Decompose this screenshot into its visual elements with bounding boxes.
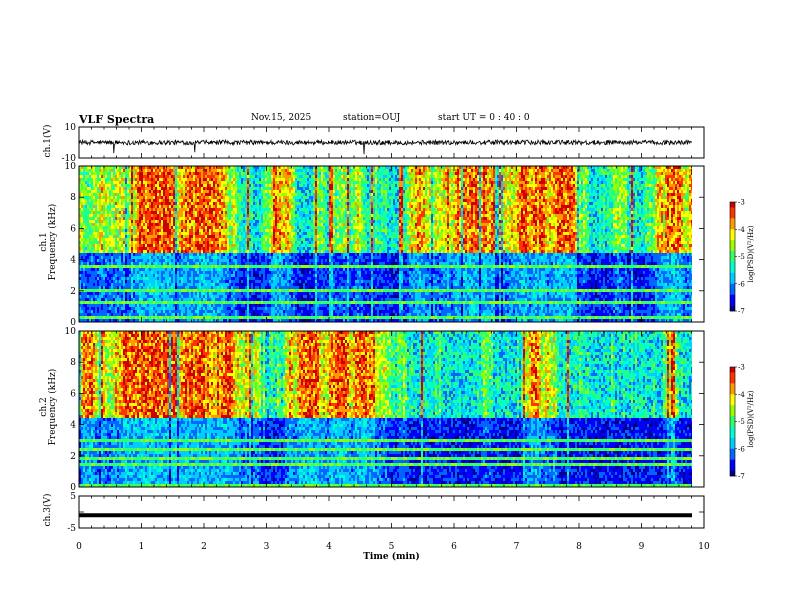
ch1-spec-cells — [79, 166, 693, 322]
colorbar-2-tick-1: -6 — [738, 445, 745, 453]
ch3-wave-tick-1: 5 — [70, 492, 76, 502]
ch1-waveform-line — [79, 140, 692, 154]
ch2-spec-tick-3: 6 — [70, 389, 76, 399]
x-tick-10: 10 — [698, 542, 710, 552]
colorbar-2: -7 -6 -5 -4 -3 — [730, 364, 745, 481]
ch2-spec-tick-4: 8 — [70, 358, 76, 368]
x-tick-3: 3 — [264, 542, 270, 552]
ch1-spec-tick-2: 4 — [70, 256, 76, 266]
vlf-figure: -1010 0246810 0246810 -55 -7-6-5-4-3 -7-… — [0, 0, 792, 612]
colorbar-2-tick-4: -3 — [738, 364, 745, 372]
colorbar-1-tick-1: -6 — [738, 280, 745, 288]
x-tick-4: 4 — [326, 542, 332, 552]
colorbar-2-tick-2: -5 — [738, 418, 745, 426]
x-tick-1: 1 — [139, 542, 145, 552]
ch2-spec-tick-1: 2 — [70, 452, 76, 462]
time-axis: 0 1 2 3 4 5 6 7 8 9 10 Time (min) — [76, 542, 710, 562]
ch1-spec-tick-1: 2 — [70, 287, 76, 297]
ch2-spec-tick-2: 4 — [70, 421, 76, 431]
ch1-spec-tick-4: 8 — [70, 193, 76, 203]
ch3-waveform-panel: -5 5 — [67, 492, 704, 534]
ch1-wave-tick-1: 10 — [65, 123, 77, 133]
x-tick-7: 7 — [514, 542, 520, 552]
colorbar-2-tick-3: -4 — [738, 391, 745, 399]
colorbar-1-tick-4: -3 — [738, 199, 745, 207]
x-tick-5: 5 — [389, 542, 395, 552]
ch1-spec-tick-5: 10 — [65, 162, 77, 172]
ch2-spec-tick-5: 10 — [65, 327, 77, 337]
colorbar-2-tick-0: -7 — [738, 473, 745, 481]
x-axis-label: Time (min) — [363, 551, 420, 562]
x-tick-8: 8 — [576, 542, 582, 552]
ch2-spec-cells — [79, 331, 693, 487]
colorbar-1-tick-2: -5 — [738, 253, 745, 261]
ch1-spec-tick-3: 6 — [70, 224, 76, 234]
colorbar-1-tick-3: -4 — [738, 226, 745, 234]
x-tick-2: 2 — [201, 542, 207, 552]
x-tick-6: 6 — [451, 542, 457, 552]
x-tick-9: 9 — [639, 542, 645, 552]
x-tick-0: 0 — [76, 542, 82, 552]
ch3-wave-tick-0: -5 — [67, 524, 76, 534]
colorbar-1: -7 -6 -5 -4 -3 — [730, 199, 745, 316]
colorbar-1-tick-0: -7 — [738, 308, 745, 316]
